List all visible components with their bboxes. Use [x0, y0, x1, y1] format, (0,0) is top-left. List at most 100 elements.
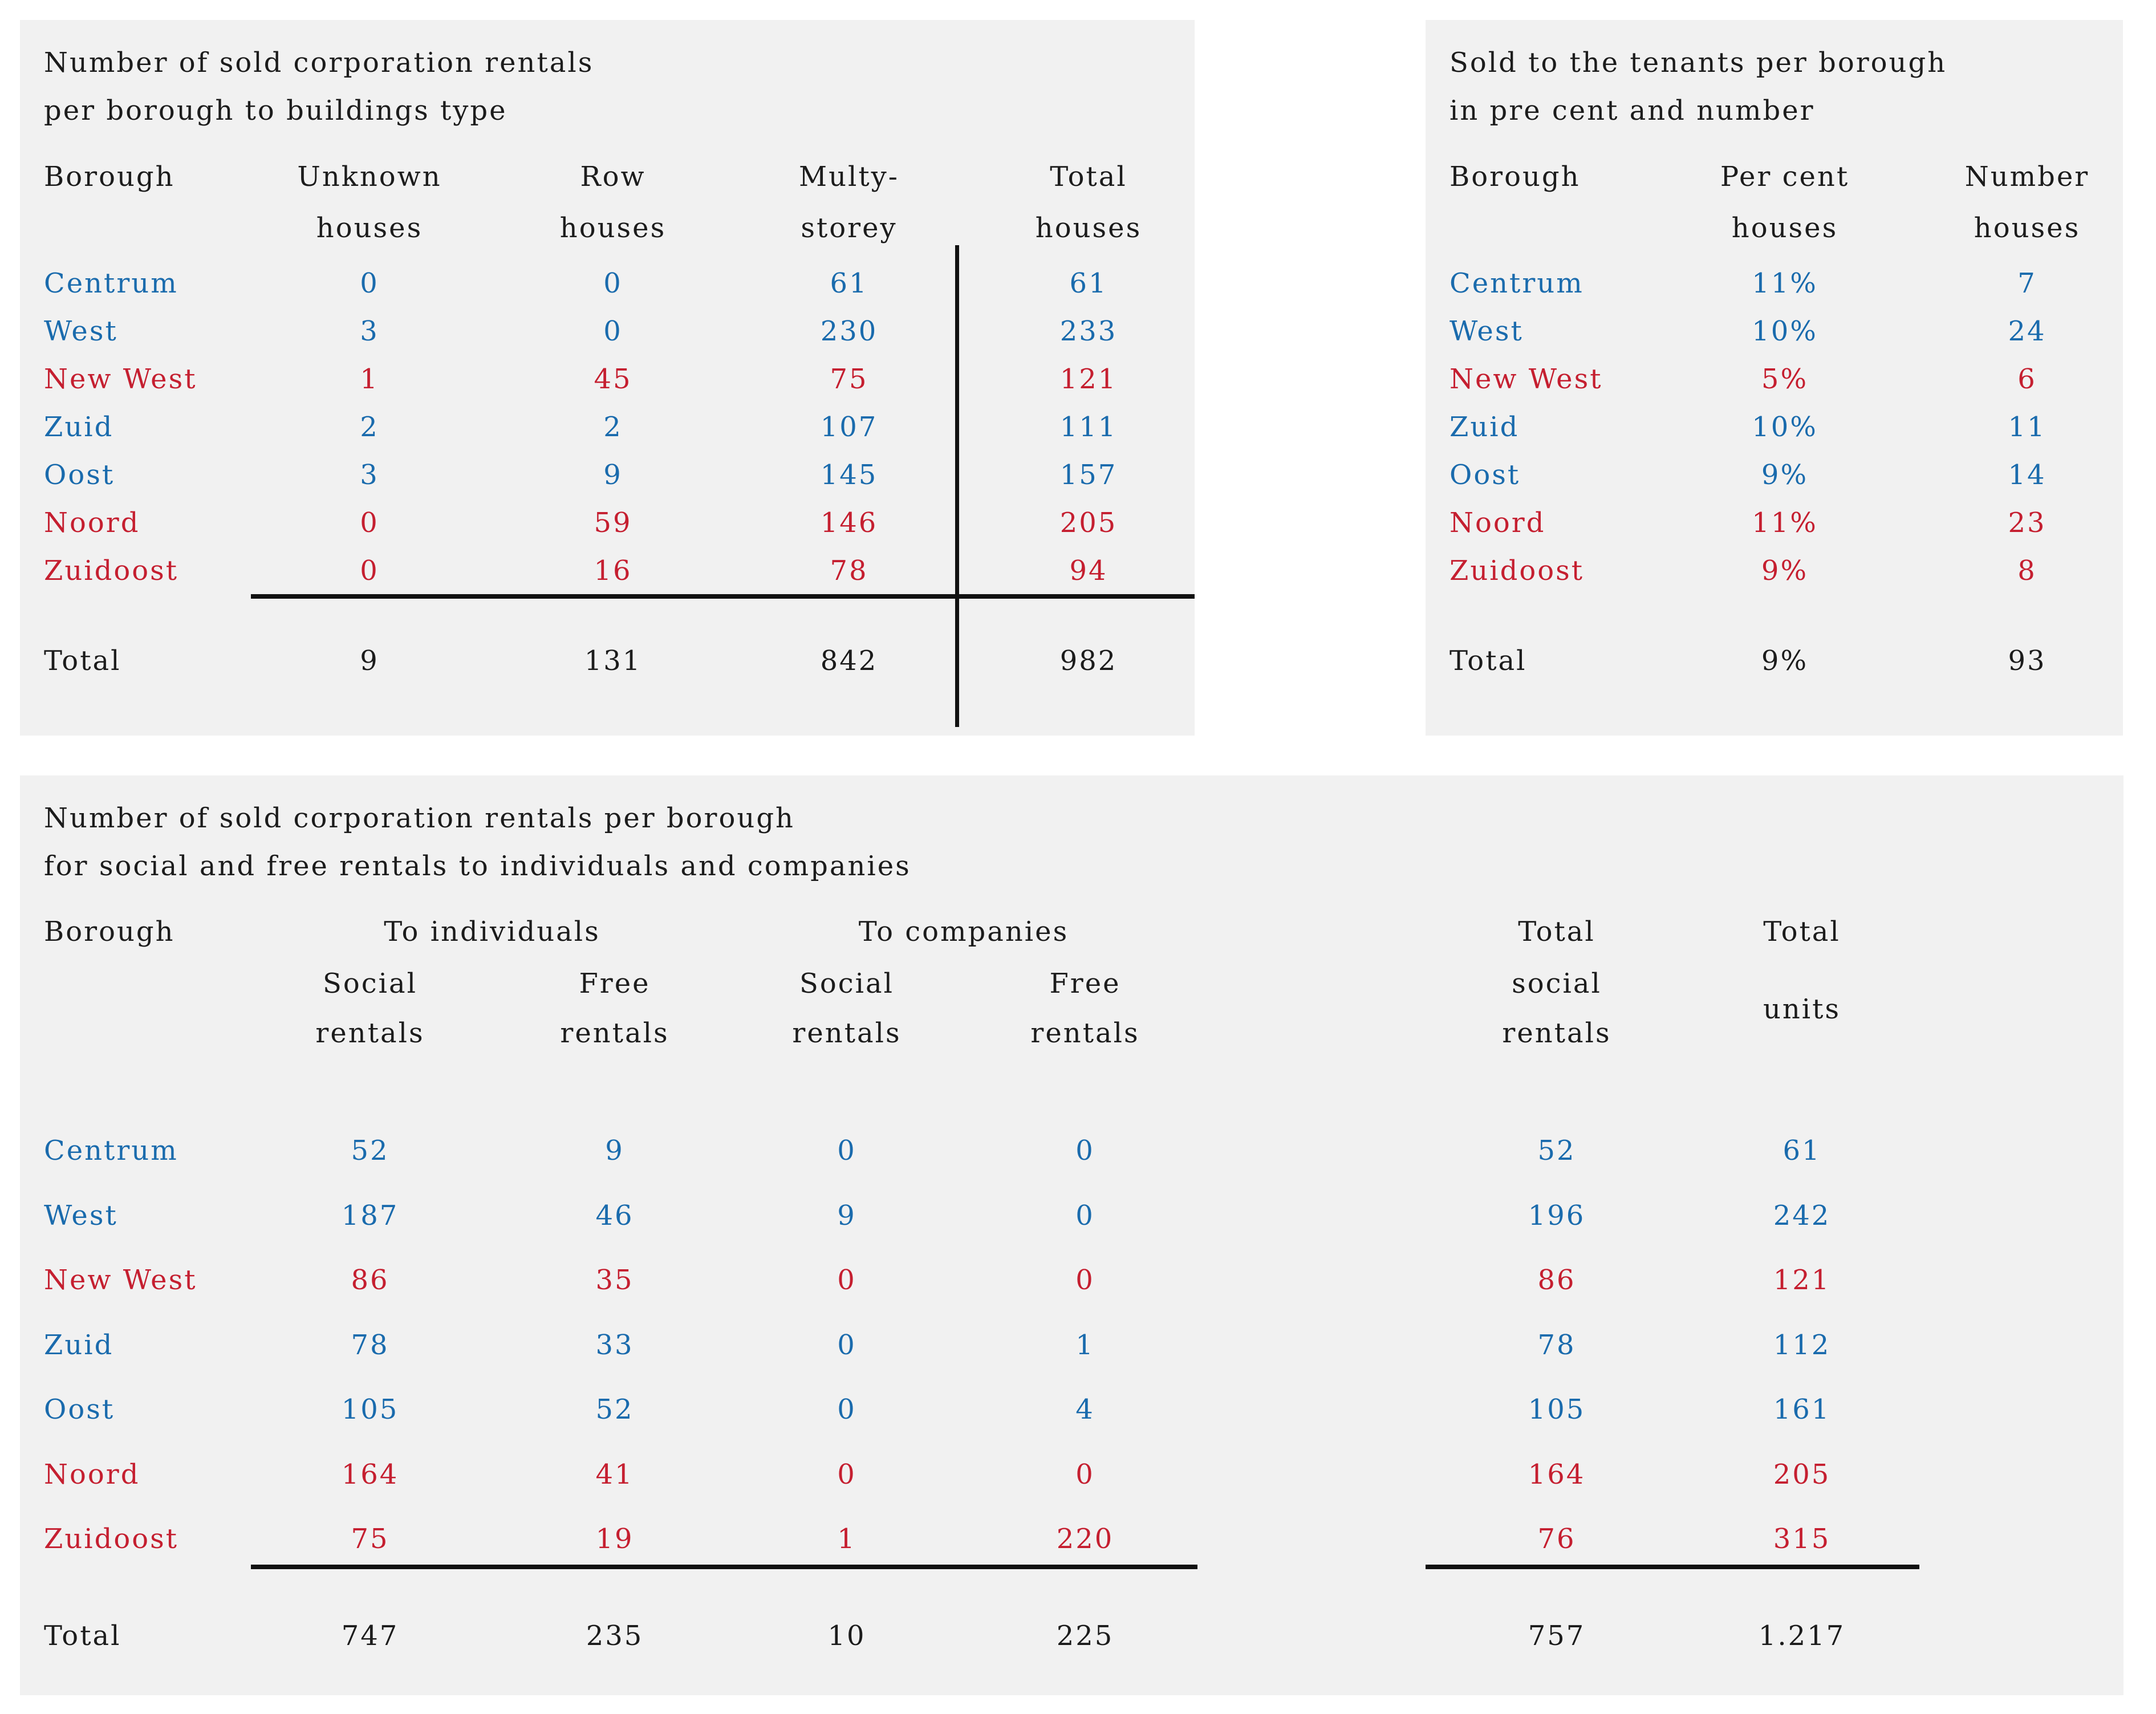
buildings-table-panel: Number of sold corporation rentals per b… — [20, 20, 1195, 736]
value-total-social: 78 — [1537, 1329, 1576, 1361]
column-header-rentals: rentals — [560, 1017, 669, 1049]
total-divider-line-left — [251, 1565, 1197, 1569]
value-total-units: 61 — [1783, 1135, 1821, 1167]
value-individuals-social: 164 — [341, 1459, 399, 1490]
value-companies-free: 220 — [1056, 1523, 1114, 1555]
social-rentals-table-title: Number of sold corporation rentals per b… — [44, 794, 911, 890]
value-per-cent: 10% — [1752, 315, 1818, 347]
value-row-houses: 59 — [594, 507, 632, 539]
total-number: 93 — [2008, 645, 2047, 677]
borough-label: Oost — [44, 1394, 115, 1425]
total-row-houses: 131 — [584, 645, 642, 677]
total-companies-free: 225 — [1056, 1620, 1114, 1652]
header-row: Borough Unknown Row Multy- Total — [20, 152, 1195, 202]
value-total-social: 164 — [1528, 1459, 1586, 1490]
value-number: 23 — [2008, 507, 2047, 539]
value-row-houses: 9 — [603, 459, 623, 491]
column-header-rentals: rentals — [315, 1017, 425, 1049]
value-total-social: 86 — [1537, 1264, 1576, 1296]
column-header-line2: houses — [559, 212, 667, 244]
value-total-social: 105 — [1528, 1394, 1586, 1425]
header-row: houses houses storey houses — [20, 203, 1195, 253]
column-header-social: social — [1512, 968, 1602, 1000]
value-individuals-social: 78 — [351, 1329, 389, 1361]
value-total-social: 196 — [1528, 1200, 1586, 1232]
column-header-borough: Borough — [44, 161, 175, 193]
borough-label: Centrum — [1449, 267, 1584, 299]
total-per-cent: 9% — [1761, 645, 1809, 677]
column-header-line2: houses — [1035, 212, 1142, 244]
value-individuals-social: 105 — [341, 1394, 399, 1425]
value-unknown-houses: 0 — [360, 267, 379, 299]
value-multy-storey: 75 — [830, 363, 868, 395]
total-label: Total — [1449, 645, 1527, 677]
value-unknown-houses: 2 — [360, 411, 379, 443]
value-individuals-free: 52 — [595, 1394, 634, 1425]
total-divider-line-right — [1426, 1565, 1919, 1569]
table-row: Zuidoost 9% 8 — [1426, 547, 2123, 595]
header-row: Social Free Social Free social — [20, 958, 2123, 1009]
borough-label: Zuidoost — [1449, 555, 1585, 587]
value-total-houses: 121 — [1059, 363, 1118, 395]
column-header-borough: Borough — [1449, 161, 1581, 193]
value-total-houses: 111 — [1059, 411, 1118, 443]
table-row: Oost 9% 14 — [1426, 451, 2123, 499]
value-unknown-houses: 0 — [360, 507, 379, 539]
value-multy-storey: 146 — [820, 507, 878, 539]
value-total-houses: 157 — [1059, 459, 1118, 491]
borough-label: New West — [1449, 363, 1603, 395]
value-unknown-houses: 0 — [360, 555, 379, 587]
borough-label: Oost — [44, 459, 115, 491]
total-divider-line — [251, 594, 1195, 599]
value-number: 8 — [2017, 555, 2037, 587]
value-individuals-free: 41 — [595, 1459, 634, 1490]
header-row: Borough To individuals To companies Tota… — [20, 907, 2123, 957]
value-companies-social: 0 — [837, 1135, 856, 1167]
total-label: Total — [44, 1620, 121, 1652]
table-row: Centrum 11% 7 — [1426, 259, 2123, 307]
header-row: houses houses — [1426, 203, 2123, 253]
table-row: West 3 0 230 233 — [20, 307, 1195, 355]
table-row: New West 1 45 75 121 — [20, 355, 1195, 403]
value-per-cent: 9% — [1761, 555, 1809, 587]
value-total-units: 205 — [1773, 1459, 1831, 1490]
borough-label: Zuid — [44, 1329, 114, 1361]
group-header-to-companies: To companies — [858, 916, 1069, 948]
value-multy-storey: 61 — [830, 267, 868, 299]
value-number: 6 — [2017, 363, 2037, 395]
total-label: Total — [44, 645, 121, 677]
total-total-units: 1.217 — [1758, 1620, 1846, 1652]
table-row: Zuidoost 0 16 78 94 — [20, 547, 1195, 595]
value-per-cent: 10% — [1752, 411, 1818, 443]
column-header-total-social: Total — [1518, 916, 1595, 948]
social-rentals-table-panel: Number of sold corporation rentals per b… — [20, 775, 2123, 1695]
total-row: Total 9 131 842 982 — [20, 637, 1195, 685]
value-total-houses: 233 — [1059, 315, 1118, 347]
column-header-per-cent: Per cent — [1720, 161, 1850, 193]
total-individuals-social: 747 — [341, 1620, 399, 1652]
table-row: Centrum 52 9 0 0 52 61 — [20, 1126, 2123, 1176]
value-total-houses: 61 — [1069, 267, 1108, 299]
total-individuals-free: 235 — [586, 1620, 644, 1652]
value-number: 11 — [2008, 411, 2047, 443]
value-number: 14 — [2008, 459, 2047, 491]
value-number: 24 — [2008, 315, 2047, 347]
value-multy-storey: 78 — [830, 555, 868, 587]
value-multy-storey: 230 — [820, 315, 878, 347]
value-companies-social: 0 — [837, 1264, 856, 1296]
table-row: Zuidoost 75 19 1 220 76 315 — [20, 1514, 2123, 1564]
value-total-social: 76 — [1537, 1523, 1576, 1555]
value-per-cent: 11% — [1752, 267, 1818, 299]
value-row-houses: 2 — [603, 411, 623, 443]
tenants-table-panel: Sold to the tenants per borough in pre c… — [1426, 20, 2123, 736]
value-total-units: 161 — [1773, 1394, 1831, 1425]
value-unknown-houses: 3 — [360, 459, 379, 491]
table-row: West 10% 24 — [1426, 307, 2123, 355]
table-row: Noord 0 59 146 205 — [20, 499, 1195, 547]
buildings-table-title: Number of sold corporation rentals per b… — [44, 39, 594, 135]
header-row: rentals rentals rentals rentals rentals — [20, 1008, 2123, 1058]
table-row: Noord 11% 23 — [1426, 499, 2123, 547]
value-total-units: 315 — [1773, 1523, 1831, 1555]
table-row: New West 86 35 0 0 86 121 — [20, 1255, 2123, 1305]
value-companies-social: 1 — [837, 1523, 856, 1555]
